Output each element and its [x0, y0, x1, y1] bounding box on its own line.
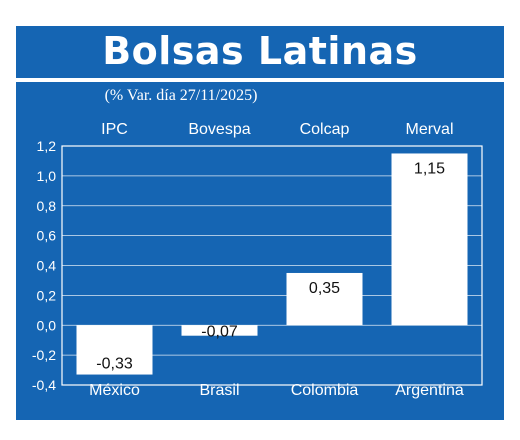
bar-brasil: [181, 325, 258, 336]
bars: [76, 153, 468, 375]
value-label: 1,15: [414, 160, 445, 177]
y-tick-label: 0,8: [37, 198, 57, 214]
index-label: IPC: [101, 121, 128, 138]
category-label: Brasil: [199, 382, 239, 399]
y-tick-label: 1,2: [37, 138, 57, 154]
category-label: México: [89, 382, 140, 399]
bar-méxico: [76, 325, 153, 375]
value-label: 0,35: [309, 280, 340, 297]
y-tick-label: 1,0: [37, 168, 57, 184]
labels: 1,2 1,0 0,8 0,6 0,4 0,2 0,0 -0,2 -0,4 -0,33 IPC Méx…: [32, 121, 464, 399]
y-tick-label: 0,6: [37, 228, 57, 244]
value-label: -0,07: [201, 324, 238, 341]
chart-title: Bolsas Latinas: [16, 26, 504, 76]
chart-subtitle: (% Var. día 27/11/2025): [104, 87, 258, 104]
category-label: Colombia: [291, 382, 359, 399]
y-tick-label: -0,4: [32, 377, 56, 393]
category-label: Argentina: [395, 382, 464, 399]
y-tick-label: 0,2: [37, 287, 57, 303]
y-tick-label: -0,2: [32, 347, 56, 363]
index-label: Merval: [405, 121, 453, 138]
bar-argentina: [391, 153, 468, 326]
title-divider: [16, 78, 504, 82]
index-label: Colcap: [300, 121, 350, 138]
y-tick-label: 0,4: [37, 258, 57, 274]
index-label: Bovespa: [188, 121, 250, 138]
bar-colombia: [286, 272, 363, 326]
value-label: -0,33: [96, 356, 133, 373]
y-tick-label: 0,0: [37, 317, 57, 333]
